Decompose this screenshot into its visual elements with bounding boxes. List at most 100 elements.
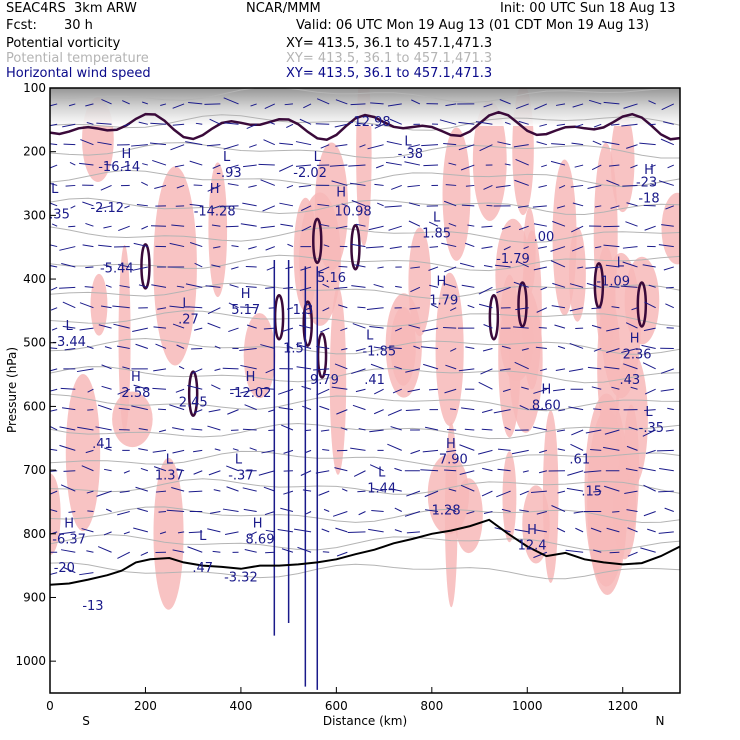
wind-vector [428,221,439,227]
wind-vector [287,243,294,248]
wind-vector [569,342,584,349]
wind-vector [643,511,656,517]
wind-vector [80,139,94,146]
pv-shade-blob [502,451,517,543]
wind-vector [95,426,112,431]
wind-vector [649,164,656,168]
wind-vector [504,121,511,125]
wind-vector [555,103,566,106]
wind-vector [172,427,185,431]
wind-vector [602,141,620,146]
contour-value-label: -.37 [228,469,253,484]
wind-vector [350,243,366,248]
center-label: NCAR/MMM [246,1,321,16]
wind-vector [249,144,257,148]
wind-vector [660,368,674,374]
contour-value-label: 1.28 [432,504,461,519]
wind-vector [185,283,203,288]
x-axis-label: Distance (km) [323,714,407,728]
wind-vector [358,511,366,516]
wind-vector [446,507,457,512]
wind-vector [60,484,76,492]
field-theta-name: Potential temperature [6,51,149,66]
wind-vector [228,302,239,309]
wind-vector [467,304,475,309]
wind-vector [519,405,529,411]
wind-vector [499,368,511,371]
wind-vector [355,388,366,393]
contour-value-label: -1.85 [362,344,396,359]
contour-value-label: 8.60 [532,399,561,414]
high-marker: H [446,437,456,452]
wind-vector [82,244,94,248]
y-tick-label: 800 [23,527,46,541]
wind-vector [405,409,420,412]
wind-vector [209,511,221,514]
wind-vector [153,368,167,372]
contour-value-label: 1.3 [293,303,314,318]
wind-vector [188,102,203,105]
wind-vector [648,284,656,288]
high-marker: H [64,516,74,531]
field-wind-name: Horizontal wind speed [6,66,151,81]
wind-vector [50,143,58,146]
wind-vector [605,264,620,268]
wind-vector [450,348,457,352]
wind-vector [169,242,185,248]
wind-vector [536,307,548,313]
wind-vector [517,205,529,208]
wind-vector [422,449,439,453]
wind-vector [50,531,58,535]
wind-vector [497,468,511,472]
wind-vector [351,368,366,375]
wind-vector [141,225,149,230]
wind-vector [461,204,475,207]
wind-vector [377,266,384,269]
wind-vector [172,123,185,126]
x-tick-label: 1000 [512,699,543,713]
wind-vector [550,260,566,268]
wind-vector [515,307,529,311]
wind-vector [374,388,384,395]
wind-vector [103,531,112,536]
wind-vector [153,326,167,329]
wind-vector [150,122,167,125]
wind-vector [347,531,366,533]
wind-vector [384,205,402,208]
wind-vector [320,429,330,432]
wind-vector [501,508,511,512]
wind-vector [590,527,602,533]
wind-vector [302,489,312,492]
wind-vector [408,324,421,329]
wind-vector [225,531,239,535]
wind-vector [317,266,330,273]
wind-vector [305,307,312,311]
wind-vector [608,164,620,167]
wind-vector [550,246,566,252]
wind-vector [319,405,330,411]
wind-vector [481,225,493,228]
wind-vector [193,449,203,453]
wind-vector [286,345,294,349]
wind-vector [572,202,584,207]
wind-vector [533,551,548,559]
wind-vector [243,508,257,512]
wind-vector [231,266,239,270]
wind-vector [246,324,257,329]
wind-vector [263,486,275,492]
pv-shade-blob [153,166,197,366]
wind-vector [335,99,348,105]
wind-vector [603,446,620,451]
wind-vector [594,246,602,249]
wind-vector [406,531,420,534]
wind-vector [422,327,439,332]
wind-vector [135,486,148,492]
wind-vector [658,531,674,534]
wind-vector [178,365,185,370]
wind-vector [572,103,584,108]
contour-value-label: -2.12 [90,201,124,216]
wind-vector [359,144,366,148]
wind-vector [222,508,239,512]
wind-vector [465,184,475,187]
wind-vector [87,388,94,393]
